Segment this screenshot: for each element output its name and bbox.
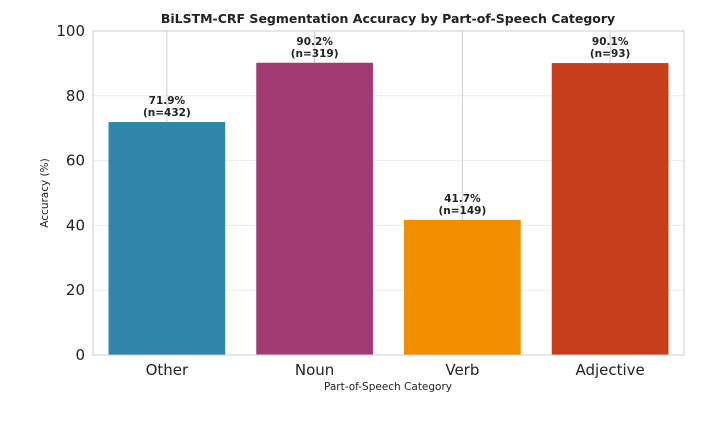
y-tick-label: 80 [66, 87, 85, 105]
x-tick-label: Verb [445, 361, 479, 379]
x-axis-label: Part-of-Speech Category [324, 381, 452, 393]
bar-count-label: (n=93) [590, 48, 630, 60]
y-axis-label: Accuracy (%) [39, 158, 51, 227]
y-tick-label: 100 [56, 22, 85, 40]
bar-value-label: 90.1% [592, 36, 629, 48]
bar-count-label: (n=149) [438, 205, 486, 217]
y-tick-label: 20 [66, 281, 85, 299]
bar-verb [404, 219, 521, 355]
plot-frame [92, 30, 685, 356]
y-tick-label: 40 [66, 216, 85, 234]
tick-layer: 0 20 40 60 80 100 Other Noun Verb Adjective [56, 22, 644, 379]
bar-noun [256, 62, 373, 355]
bar-count-label: (n=319) [291, 48, 339, 60]
bar-value-label: 41.7% [444, 193, 481, 205]
x-tick-label: Noun [295, 361, 334, 379]
bar-other [108, 122, 226, 355]
bar-value-label: 90.2% [296, 36, 333, 48]
chart-title: BiLSTM-CRF Segmentation Accuracy by Part… [161, 11, 615, 26]
bar-layer [108, 62, 669, 356]
x-tick-label: Adjective [575, 361, 644, 379]
label-layer: 71.9%(n=432) 90.2%(n=319) 41.7%(n=149) 90.1… [143, 36, 630, 217]
y-tick-label: 60 [66, 152, 85, 170]
x-tick-label: Other [146, 361, 189, 379]
y-tick-label: 0 [75, 346, 85, 364]
bar-adjective [551, 63, 669, 356]
bar-value-label: 71.9% [149, 95, 186, 107]
bar-count-label: (n=432) [143, 107, 191, 119]
